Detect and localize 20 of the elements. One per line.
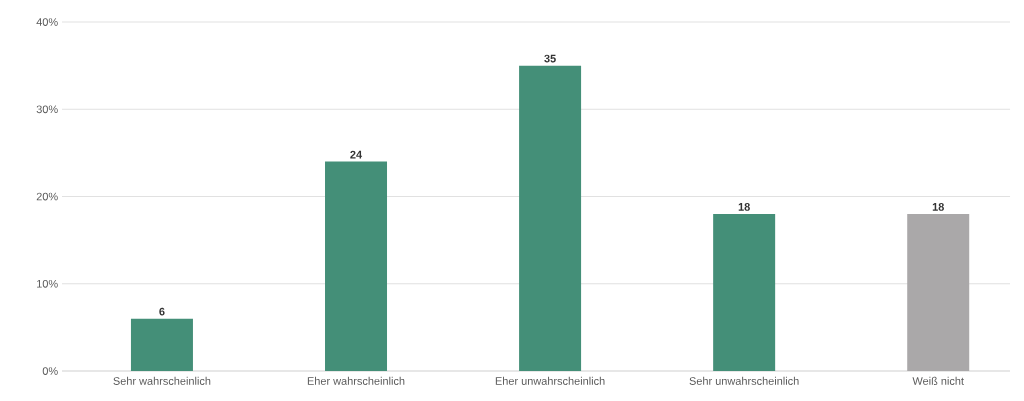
y-tick-label: 20% [36, 192, 58, 201]
bar [325, 161, 388, 371]
data-label: 6 [159, 307, 165, 316]
data-label: 35 [544, 54, 556, 63]
bar [519, 65, 582, 371]
bar [713, 213, 776, 371]
bar [907, 213, 970, 371]
data-label: 24 [350, 150, 363, 159]
data-label: 18 [738, 203, 750, 211]
x-tick-label: Eher unwahrscheinlich [495, 376, 605, 385]
x-tick-label: Sehr wahrscheinlich [113, 376, 211, 385]
x-tick-label: Sehr unwahrscheinlich [689, 376, 799, 385]
y-tick-label: 0% [42, 367, 58, 375]
y-tick-label: 30% [36, 105, 58, 114]
x-tick-label: Weiß nicht [912, 376, 964, 385]
data-label: 18 [932, 203, 944, 211]
bar [130, 318, 193, 371]
y-tick-label: 10% [37, 279, 58, 288]
x-tick-label: Eher wahrscheinlich [307, 376, 405, 385]
y-tick-label: 40% [36, 18, 58, 26]
